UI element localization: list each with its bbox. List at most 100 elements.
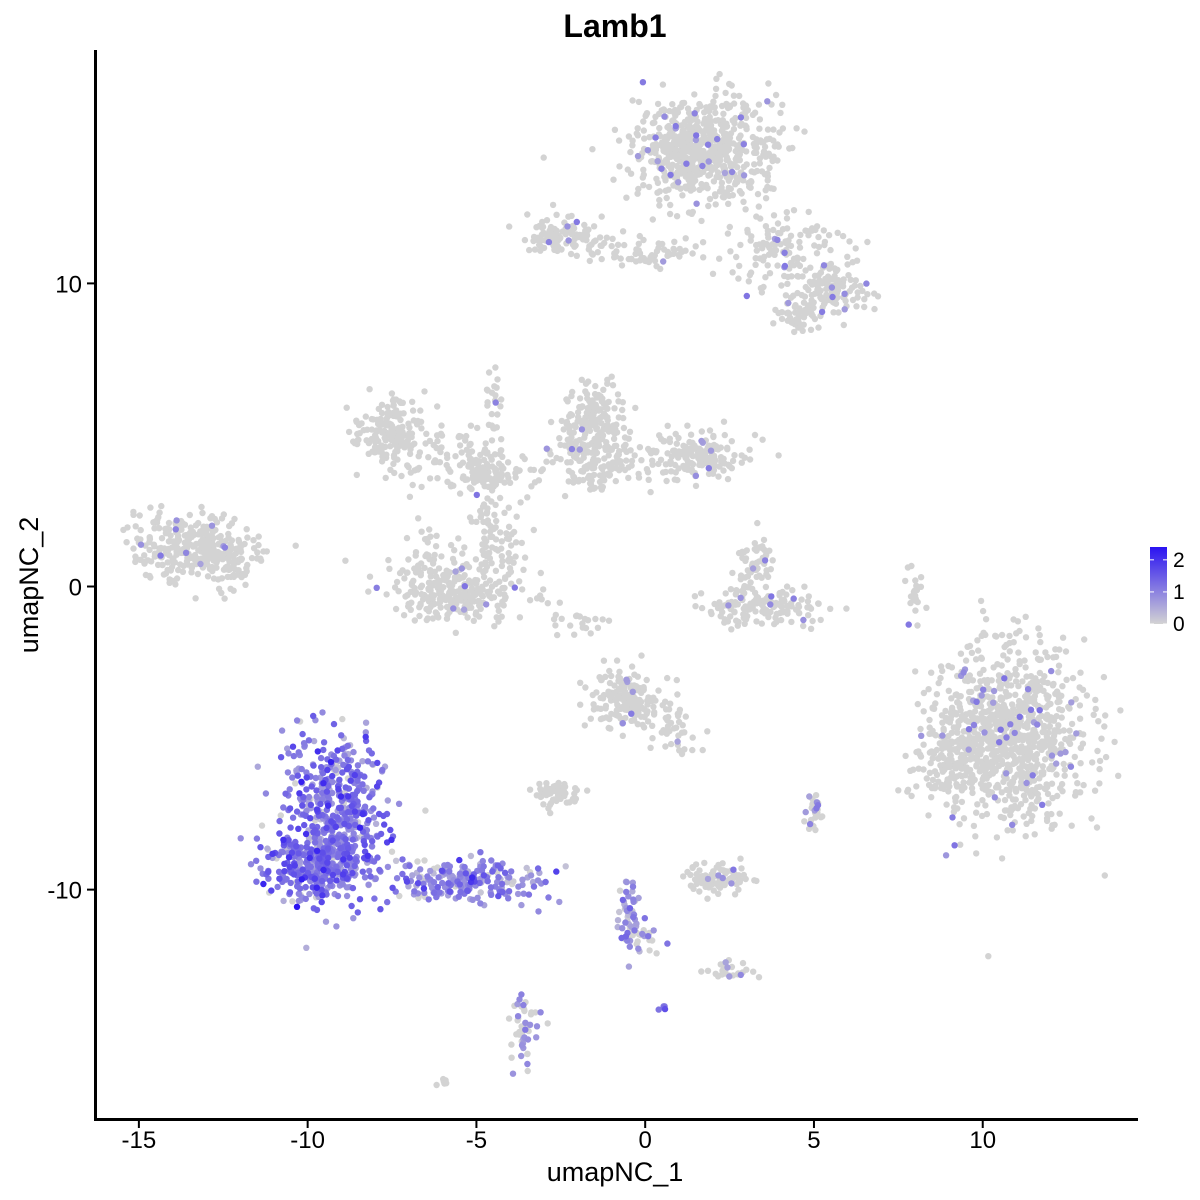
data-point	[622, 441, 629, 448]
data-point	[1036, 631, 1043, 639]
data-point	[570, 429, 577, 436]
data-point	[612, 428, 619, 435]
data-point	[577, 701, 584, 708]
data-point	[1068, 720, 1076, 728]
data-point	[590, 404, 597, 411]
data-point	[280, 897, 287, 905]
data-point	[649, 735, 656, 742]
data-point	[704, 728, 711, 735]
data-point	[956, 700, 963, 707]
data-point	[817, 287, 824, 294]
data-point	[926, 730, 933, 738]
data-point	[615, 137, 623, 144]
data-point	[390, 429, 397, 436]
data-point	[415, 565, 422, 573]
data-point	[480, 501, 488, 508]
data-point	[590, 223, 598, 230]
data-point	[711, 455, 718, 463]
data-point	[583, 465, 591, 472]
data-point	[393, 875, 401, 882]
data-point	[195, 519, 202, 527]
data-point	[796, 238, 803, 246]
data-point	[1072, 772, 1079, 779]
data-point	[718, 184, 725, 191]
data-point	[603, 714, 610, 721]
data-point	[635, 240, 642, 247]
data-point	[957, 650, 965, 657]
data-point	[635, 98, 643, 106]
data-point	[800, 616, 807, 624]
data-point	[738, 459, 745, 466]
data-point	[698, 217, 705, 225]
data-point	[398, 472, 405, 480]
data-point	[524, 1060, 531, 1068]
data-point	[564, 436, 571, 443]
data-point	[493, 517, 500, 525]
data-point	[682, 713, 689, 720]
data-point	[1009, 821, 1016, 828]
data-point	[808, 311, 815, 318]
data-point	[600, 470, 607, 478]
data-point	[366, 573, 374, 580]
data-point	[452, 568, 459, 575]
data-point	[417, 866, 424, 873]
data-point	[983, 680, 991, 687]
data-point	[561, 442, 569, 449]
data-point	[716, 70, 723, 78]
data-point	[539, 223, 547, 231]
data-point	[717, 866, 725, 874]
data-point	[655, 244, 662, 252]
data-point	[494, 376, 501, 383]
data-point	[664, 450, 671, 457]
data-point	[501, 509, 508, 516]
data-point	[645, 476, 652, 483]
data-point	[416, 874, 423, 881]
data-point	[649, 722, 656, 729]
data-point	[426, 556, 433, 563]
data-point	[1073, 730, 1080, 737]
data-point	[474, 424, 481, 432]
data-point	[1050, 717, 1058, 724]
data-point	[724, 230, 732, 237]
data-point	[998, 757, 1006, 764]
data-point	[491, 511, 498, 518]
data-point	[612, 697, 620, 704]
data-point	[492, 364, 499, 371]
data-point	[752, 261, 759, 268]
data-point	[1095, 718, 1102, 725]
data-point	[985, 953, 992, 960]
data-point	[914, 700, 921, 708]
data-point	[619, 406, 626, 414]
data-point	[242, 581, 249, 588]
data-point	[561, 492, 569, 500]
data-point	[653, 448, 660, 455]
data-point	[1008, 751, 1016, 758]
data-point	[204, 573, 212, 580]
data-point	[955, 736, 963, 744]
data-point	[830, 309, 837, 316]
data-point	[470, 617, 477, 624]
data-point	[165, 519, 173, 527]
data-point	[625, 474, 632, 482]
data-point	[218, 551, 225, 558]
data-point	[343, 404, 350, 411]
data-point	[598, 676, 605, 684]
data-point	[496, 494, 504, 502]
data-point	[519, 586, 526, 593]
data-point	[692, 603, 699, 610]
data-point	[724, 444, 731, 451]
data-point	[212, 558, 219, 565]
data-point	[927, 759, 934, 767]
data-point	[753, 247, 760, 254]
data-point	[763, 567, 770, 574]
data-point	[409, 407, 417, 414]
data-point	[447, 586, 454, 593]
data-point	[812, 792, 820, 799]
data-point	[407, 469, 414, 476]
data-point	[778, 597, 785, 604]
data-point	[537, 1009, 544, 1016]
data-point	[350, 915, 357, 922]
data-point	[1034, 721, 1041, 728]
data-point	[738, 190, 745, 197]
data-point	[663, 194, 670, 202]
